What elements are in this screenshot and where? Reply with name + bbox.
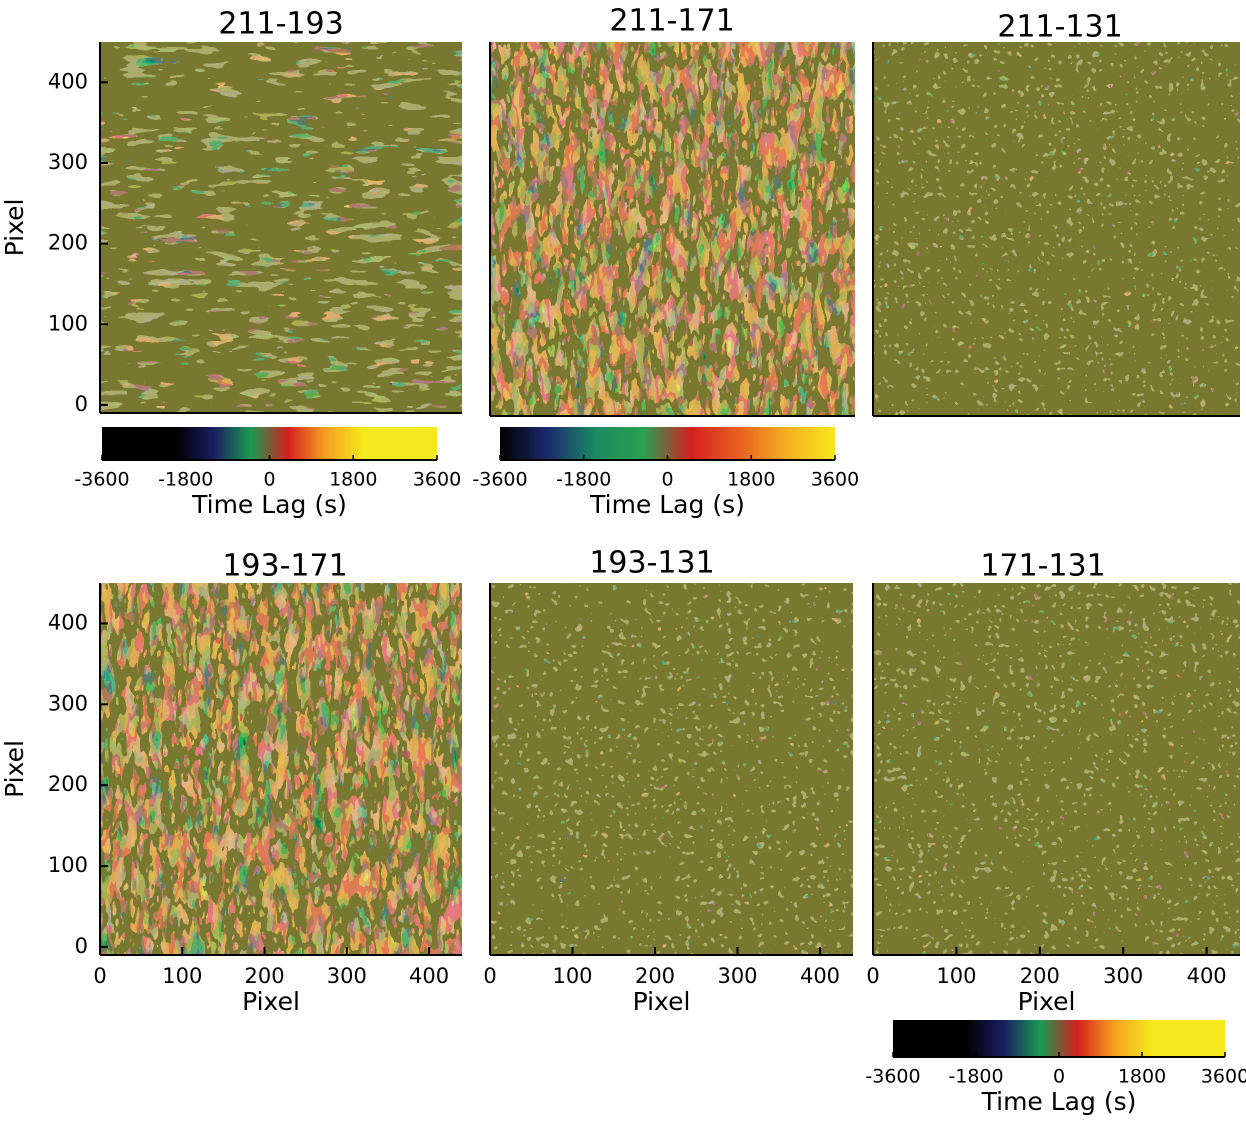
colorbar-tick-label: 0 <box>661 469 673 491</box>
panel-title: 211-131 <box>997 10 1122 45</box>
colorbar <box>500 427 835 460</box>
panel-title: 211-171 <box>609 4 734 39</box>
colorbar-tick-label: -1800 <box>948 1066 1003 1088</box>
colorbar-tick-label: 0 <box>1053 1066 1065 1088</box>
x-tick-label: 100 <box>936 964 976 988</box>
panel-title: 193-131 <box>589 546 714 581</box>
x-tick-label: 200 <box>1020 964 1060 988</box>
colorbar-tick-label: -3600 <box>865 1066 920 1088</box>
x-tick-label: 400 <box>1187 964 1227 988</box>
colorbar <box>893 1020 1225 1057</box>
heatmap-texture <box>100 42 462 413</box>
colorbar-tick-label: 1800 <box>1118 1066 1166 1088</box>
colorbar-tick-label: 3600 <box>1201 1066 1246 1088</box>
colorbar-tick-label: -1800 <box>158 469 213 491</box>
x-tick-label: 100 <box>162 964 202 988</box>
colorbar-tick-label: -3600 <box>74 469 129 491</box>
x-tick-label: 400 <box>409 964 449 988</box>
x-tick-label: 200 <box>244 964 284 988</box>
panel-title: 193-171 <box>222 549 347 584</box>
x-tick-label: 200 <box>635 964 675 988</box>
y-tick-label: 400 <box>48 69 88 93</box>
x-tick-label: 300 <box>717 964 757 988</box>
colorbar-tick-label: 3600 <box>811 469 859 491</box>
colorbar <box>102 427 437 460</box>
y-tick-label: 0 <box>75 392 88 416</box>
y-tick-label: 300 <box>48 150 88 174</box>
heatmap-texture <box>100 583 462 955</box>
x-tick-label: 300 <box>1103 964 1143 988</box>
x-tick-label: 100 <box>552 964 592 988</box>
x-axis-label: Pixel <box>242 987 300 1016</box>
x-tick-label: 0 <box>483 964 496 988</box>
heatmap-texture <box>490 583 853 955</box>
x-tick-label: 400 <box>800 964 840 988</box>
colorbar-label: Time Lag (s) <box>981 1087 1137 1116</box>
y-tick-label: 400 <box>48 610 88 634</box>
colorbar-label: Time Lag (s) <box>191 490 347 519</box>
colorbar-tick-label: 3600 <box>413 469 461 491</box>
y-tick-label: 200 <box>48 231 88 255</box>
y-axis-label: Pixel <box>0 199 29 257</box>
x-axis-label: Pixel <box>1018 987 1076 1016</box>
x-tick-label: 0 <box>93 964 106 988</box>
heatmap-texture <box>490 42 855 416</box>
heatmap-texture <box>873 42 1240 416</box>
colorbar-tick-label: 1800 <box>727 469 775 491</box>
y-tick-label: 0 <box>75 934 88 958</box>
colorbar-label: Time Lag (s) <box>589 490 745 519</box>
y-tick-label: 100 <box>48 311 88 335</box>
x-tick-label: 300 <box>327 964 367 988</box>
y-tick-label: 100 <box>48 853 88 877</box>
colorbar-tick-label: 1800 <box>329 469 377 491</box>
y-axis-label: Pixel <box>0 740 29 798</box>
y-tick-label: 300 <box>48 691 88 715</box>
colorbar-tick-label: -3600 <box>472 469 527 491</box>
colorbar-tick-label: 0 <box>263 469 275 491</box>
heatmap-texture <box>873 583 1240 955</box>
x-axis-label: Pixel <box>633 987 691 1016</box>
panel-title: 171-131 <box>980 549 1105 584</box>
x-tick-label: 0 <box>866 964 879 988</box>
colorbar-tick-label: -1800 <box>556 469 611 491</box>
panel-title: 211-193 <box>218 7 343 42</box>
y-tick-label: 200 <box>48 772 88 796</box>
